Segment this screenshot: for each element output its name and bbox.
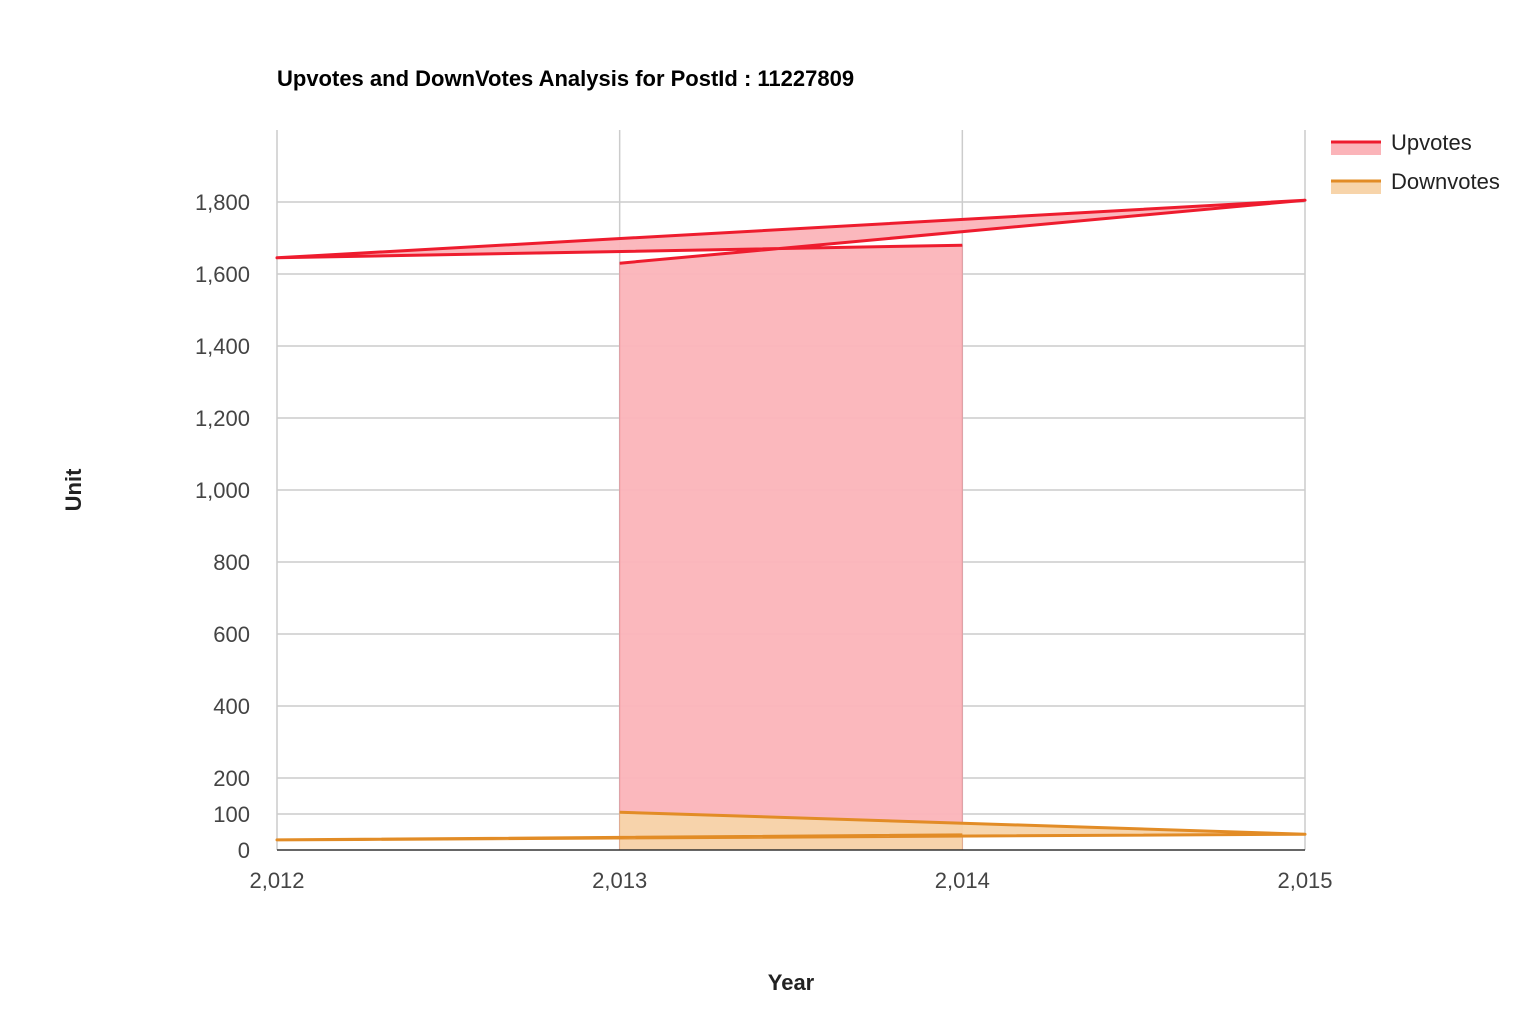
line-downvotes [275,810,1307,842]
chart-title: Upvotes and DownVotes Analysis for PostI… [277,66,854,91]
y-axis-title: Unit [61,468,86,511]
legend-label-upvotes: Upvotes [1391,130,1472,155]
legend-swatch-upvotes [1331,141,1381,155]
series-lines [275,198,1307,842]
x-tick-label: 2,014 [935,868,990,893]
y-tick-label: 1,000 [195,478,250,503]
x-tick-label: 2,015 [1277,868,1332,893]
y-tick-label: 200 [213,766,250,791]
y-tick-label: 400 [213,694,250,719]
line-upvotes [275,198,1307,265]
y-tick-label: 1,800 [195,190,250,215]
y-tick-label: 800 [213,550,250,575]
y-tick-label: 100 [213,802,250,827]
legend: Upvotes Downvotes [1331,130,1500,194]
legend-label-downvotes: Downvotes [1391,169,1500,194]
tick-labels: 0 100 200 400 600 800 1,000 1,200 1,400 1,600 1,80… [195,190,1333,893]
legend-swatch-downvotes [1331,180,1381,194]
y-tick-label: 600 [213,622,250,647]
y-tick-label: 1,400 [195,334,250,359]
y-tick-label: 0 [238,838,250,863]
y-tick-label: 1,200 [195,406,250,431]
x-tick-label: 2,013 [592,868,647,893]
x-axis-title: Year [768,970,815,995]
x-tick-label: 2,012 [249,868,304,893]
y-tick-label: 1,600 [195,262,250,287]
